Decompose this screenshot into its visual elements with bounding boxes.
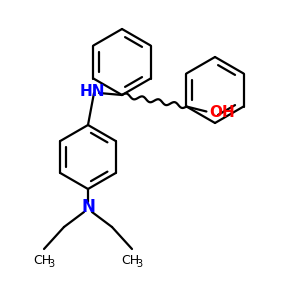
Text: CH: CH (121, 254, 139, 268)
Text: CH: CH (33, 254, 51, 268)
Text: 3: 3 (136, 259, 142, 269)
Text: HN: HN (80, 85, 106, 100)
Text: OH: OH (209, 105, 235, 120)
Text: 3: 3 (48, 259, 54, 269)
Text: N: N (81, 198, 95, 216)
